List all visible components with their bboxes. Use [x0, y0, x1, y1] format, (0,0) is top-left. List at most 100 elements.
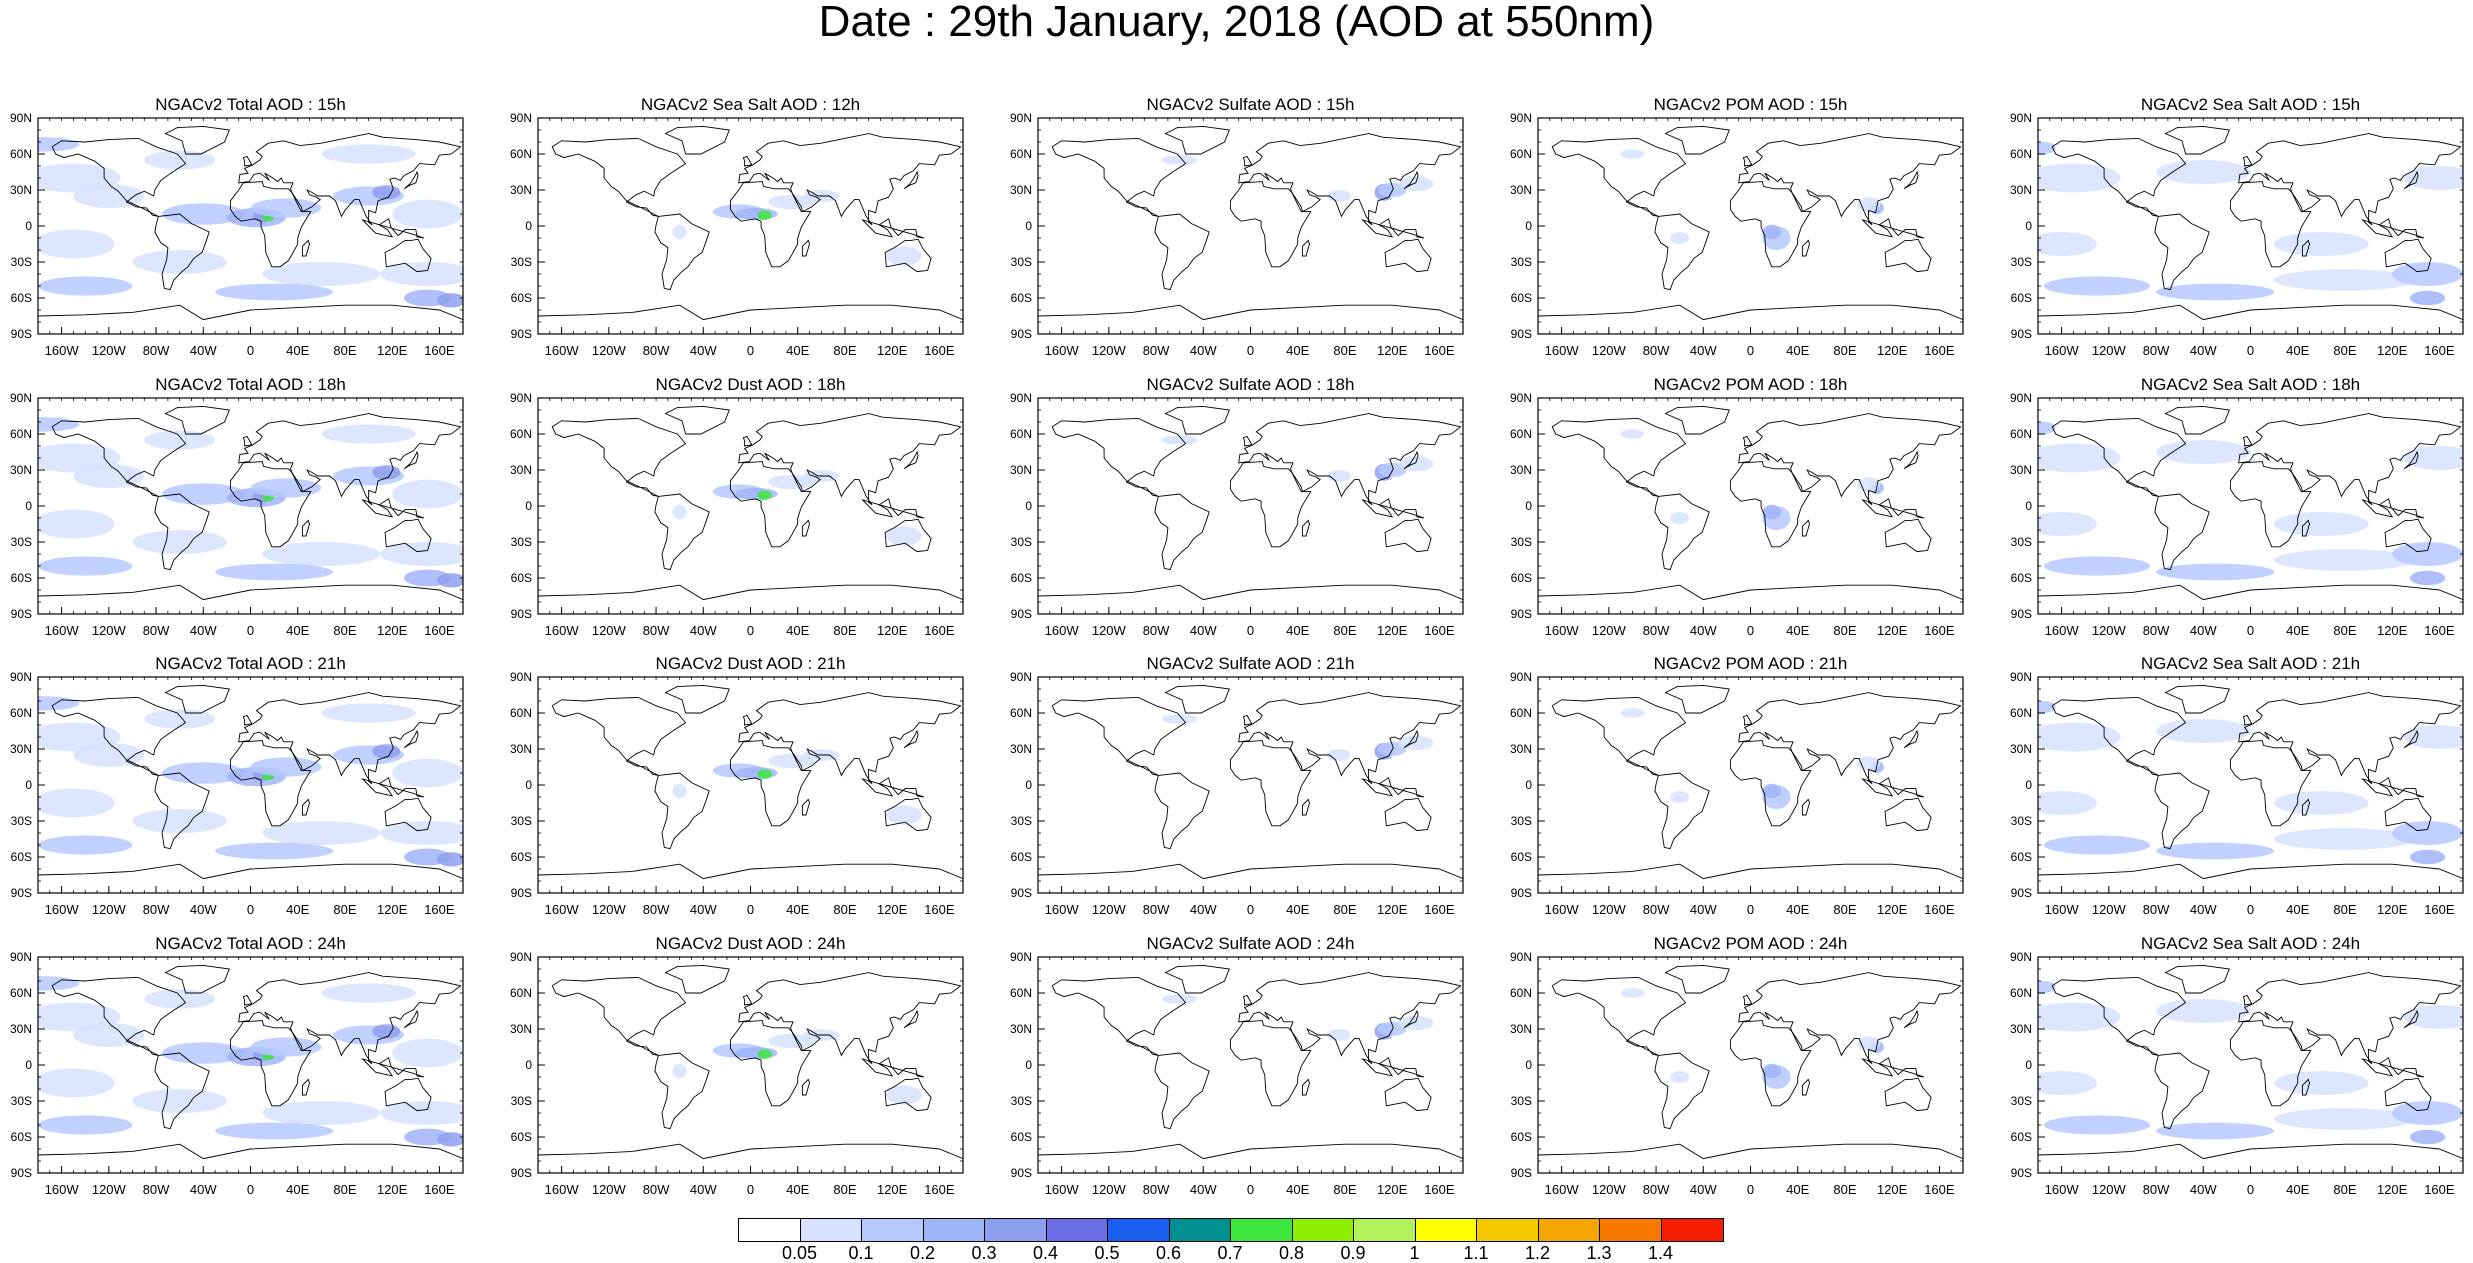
aod-field [380, 542, 463, 566]
aod-field [38, 835, 133, 855]
coastline [2361, 218, 2425, 239]
lon-tick-label: 120E [1877, 623, 1908, 638]
lon-tick-label: 160E [924, 343, 955, 358]
colorbar-label: 0.8 [1278, 1243, 1305, 1263]
lon-tick-label: 160W [1045, 343, 1080, 358]
coastline [51, 696, 187, 776]
lon-tick-label: 80E [1333, 1182, 1356, 1197]
aod-field [2403, 446, 2463, 470]
aod-field [321, 144, 416, 164]
lat-tick-label: 90N [510, 950, 532, 964]
aod-field [380, 821, 463, 845]
coastline [1654, 493, 1710, 571]
coastline [2051, 417, 2187, 497]
lat-tick-label: 0 [1025, 219, 1032, 233]
aod-field [2409, 849, 2446, 865]
lon-tick-label: 80W [2143, 343, 2170, 358]
lon-tick-label: 160W [1545, 1182, 1580, 1197]
coastline [1801, 798, 1810, 816]
lon-tick-label: 0 [747, 902, 754, 917]
coastline [301, 798, 310, 816]
coastline [2361, 1057, 2425, 1078]
aod-field [2274, 232, 2369, 256]
lat-tick-label: 0 [2025, 499, 2032, 513]
lon-tick-label: 120W [92, 343, 127, 358]
lat-tick-label: 30N [1510, 463, 1532, 477]
lat-tick-label: 0 [525, 219, 532, 233]
aod-field [2156, 1122, 2275, 1140]
lat-tick-label: 90N [510, 111, 532, 125]
lat-tick-label: 60S [2011, 850, 2032, 864]
lat-tick-label: 90N [1510, 391, 1532, 405]
aod-field [2038, 981, 2056, 993]
coastline [51, 137, 187, 217]
lon-tick-label: 160E [1424, 902, 1455, 917]
aod-field [1327, 749, 1351, 761]
panel-title: NGACv2 Dust AOD : 24h [656, 934, 846, 953]
map-panel: NGACv2 Sulfate AOD : 21h 160W 120W 80W 40W 0 4… [1010, 654, 1464, 917]
coastline [1164, 405, 1230, 435]
aod-field [2403, 1005, 2463, 1029]
lon-tick-label: 120E [1877, 902, 1908, 917]
map-panel: NGACv2 Sea Salt AOD : 24h 160W 120W 80W 40W 0… [2010, 934, 2464, 1197]
lon-tick-label: 0 [2247, 902, 2254, 917]
coastline [1742, 994, 1753, 1006]
colorbar-label: 0.2 [909, 1243, 936, 1263]
map-panel: NGACv2 Sea Salt AOD : 21h 160W 120W 80W 40W 0… [2010, 654, 2464, 917]
lon-tick-label: 0 [247, 343, 254, 358]
aod-field [161, 203, 245, 225]
panel-title: NGACv2 Sulfate AOD : 24h [1147, 934, 1355, 953]
coastline [1861, 1057, 1925, 1078]
coastline [801, 239, 810, 257]
aod-field [161, 483, 245, 505]
coastline [1384, 238, 1432, 273]
coastline [1384, 518, 1432, 553]
aod-field [1670, 232, 1690, 244]
lon-tick-label: 40E [2286, 902, 2309, 917]
panel-title: NGACv2 POM AOD : 21h [1654, 654, 1848, 673]
lat-tick-label: 60N [1510, 706, 1532, 720]
lat-tick-label: 60N [10, 706, 32, 720]
aod-field [2392, 821, 2463, 845]
coastline [538, 1143, 963, 1173]
colorbar-swatch [1169, 1219, 1231, 1241]
coastline [1229, 740, 1312, 827]
aod-field [2274, 828, 2416, 850]
lon-tick-label: 120W [1092, 623, 1127, 638]
lat-tick-label: 90S [11, 886, 32, 900]
lon-tick-label: 40E [2286, 623, 2309, 638]
lon-tick-label: 80E [1333, 343, 1356, 358]
panel-title: NGACv2 Total AOD : 15h [155, 95, 346, 114]
lon-tick-label: 0 [1747, 343, 1754, 358]
lon-tick-label: 80W [1143, 902, 1170, 917]
lon-tick-label: 80W [1643, 1182, 1670, 1197]
colorbar-label: 0.5 [1094, 1243, 1120, 1263]
aod-field [2038, 701, 2056, 713]
aod-field [1398, 735, 1434, 751]
lon-tick-label: 120E [377, 902, 408, 917]
lon-tick-label: 120E [877, 623, 908, 638]
lat-tick-label: 90S [1011, 607, 1032, 621]
lon-tick-label: 160E [924, 902, 955, 917]
aod-field [757, 490, 772, 501]
aod-field [372, 465, 401, 480]
lon-tick-label: 160W [2045, 623, 2080, 638]
lon-tick-label: 160W [45, 902, 80, 917]
lon-tick-label: 160W [1045, 902, 1080, 917]
coastline [738, 413, 962, 506]
lat-tick-label: 60S [511, 850, 532, 864]
lat-tick-label: 90N [2010, 111, 2032, 125]
map-background [1038, 677, 1463, 893]
coastline [1038, 1143, 1463, 1173]
coastline [361, 218, 425, 239]
aod-field [161, 762, 245, 784]
lon-tick-label: 40W [690, 343, 717, 358]
coastline [1301, 798, 1310, 816]
coastline [729, 181, 812, 268]
lat-tick-label: 90S [2011, 1166, 2032, 1180]
lat-tick-label: 90S [2011, 607, 2032, 621]
map-background [1538, 398, 1963, 614]
coastline [1903, 450, 1919, 470]
map-panel: NGACv2 Sea Salt AOD : 15h 160W 120W 80W 40W 0… [2010, 95, 2464, 358]
lon-tick-label: 80E [2333, 902, 2356, 917]
